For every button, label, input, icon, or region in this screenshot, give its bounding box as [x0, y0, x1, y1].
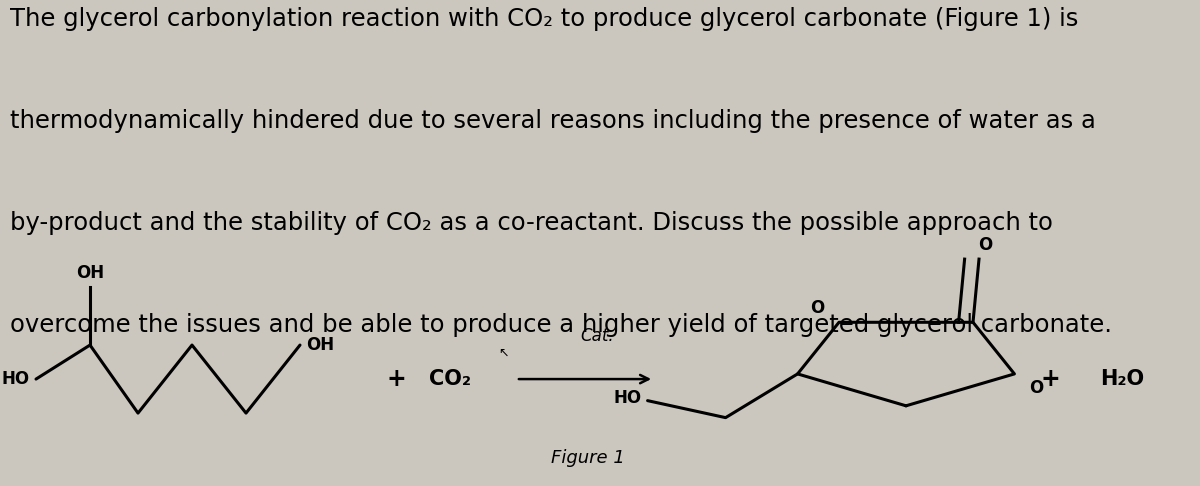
Text: O: O — [978, 236, 992, 254]
Text: Cat.: Cat. — [580, 327, 614, 345]
Text: OH: OH — [306, 336, 334, 354]
Text: O: O — [1028, 379, 1043, 397]
Text: +: + — [386, 367, 406, 391]
Text: Figure 1: Figure 1 — [551, 449, 625, 467]
Text: HO: HO — [2, 370, 30, 388]
Text: thermodynamically hindered due to several reasons including the presence of wate: thermodynamically hindered due to severa… — [10, 109, 1096, 133]
Text: H₂O: H₂O — [1100, 369, 1144, 389]
Text: O: O — [810, 299, 824, 317]
Text: CO₂: CO₂ — [430, 369, 470, 389]
Text: The glycerol carbonylation reaction with CO₂ to produce glycerol carbonate (Figu: The glycerol carbonylation reaction with… — [10, 7, 1078, 31]
Text: ↖: ↖ — [499, 347, 509, 360]
Text: by-product and the stability of CO₂ as a co-reactant. Discuss the possible appro: by-product and the stability of CO₂ as a… — [10, 211, 1052, 235]
Text: HO: HO — [613, 389, 642, 407]
Text: overcome the issues and be able to produce a higher yield of targeted glycerol c: overcome the issues and be able to produ… — [10, 313, 1111, 337]
Text: OH: OH — [76, 264, 104, 282]
Text: +: + — [1040, 367, 1060, 391]
